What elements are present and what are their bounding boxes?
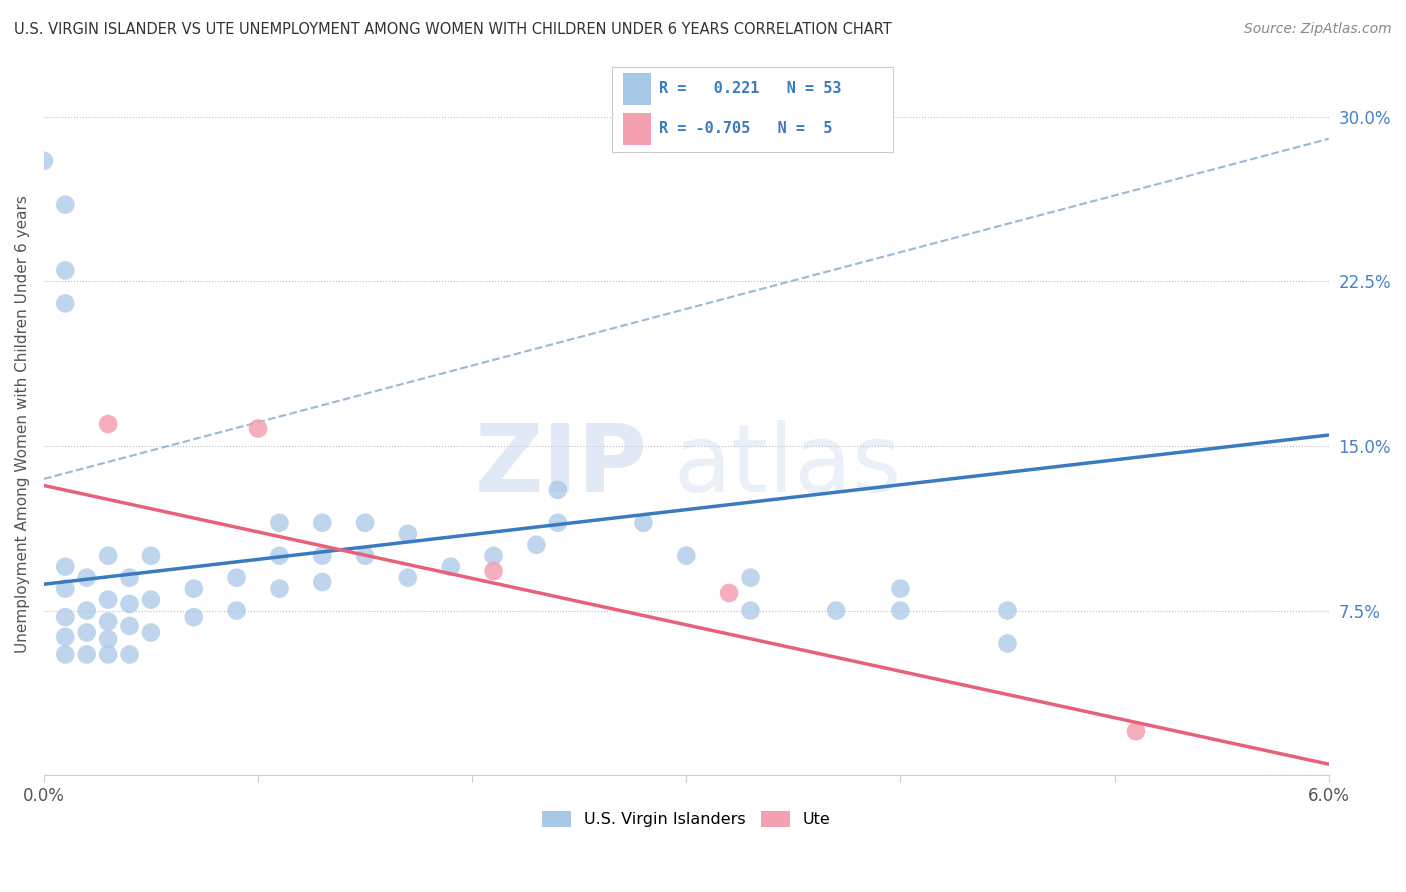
Point: [53, 263, 76, 277]
Point: [889, 603, 911, 617]
Point: [97, 417, 120, 431]
Point: [97, 615, 120, 629]
Point: [118, 571, 141, 585]
Point: [76, 625, 98, 640]
Point: [547, 516, 569, 530]
Point: [524, 538, 547, 552]
Point: [139, 625, 162, 640]
Point: [118, 597, 141, 611]
Bar: [623, 73, 651, 105]
Point: [53, 559, 76, 574]
Point: [311, 516, 333, 530]
Point: [354, 549, 377, 563]
Point: [53, 582, 76, 596]
Point: [53, 648, 76, 662]
Point: [547, 483, 569, 497]
Point: [396, 526, 419, 541]
Text: ZIP: ZIP: [475, 420, 648, 512]
Point: [139, 592, 162, 607]
Point: [675, 549, 697, 563]
Point: [225, 603, 247, 617]
Point: [183, 582, 205, 596]
Legend: U.S. Virgin Islanders, Ute: U.S. Virgin Islanders, Ute: [536, 805, 837, 834]
Point: [118, 648, 141, 662]
Point: [997, 636, 1019, 650]
Point: [354, 516, 377, 530]
Point: [118, 619, 141, 633]
Point: [1125, 724, 1147, 739]
Point: [269, 516, 291, 530]
Point: [311, 549, 333, 563]
Point: [76, 648, 98, 662]
Point: [183, 610, 205, 624]
Point: [97, 632, 120, 646]
Text: R =   0.221   N = 53: R = 0.221 N = 53: [659, 81, 842, 96]
Point: [825, 603, 848, 617]
Point: [740, 571, 762, 585]
Point: [247, 421, 270, 435]
Text: U.S. VIRGIN ISLANDER VS UTE UNEMPLOYMENT AMONG WOMEN WITH CHILDREN UNDER 6 YEARS: U.S. VIRGIN ISLANDER VS UTE UNEMPLOYMENT…: [14, 22, 891, 37]
Point: [139, 549, 162, 563]
Point: [718, 586, 741, 600]
Y-axis label: Unemployment Among Women with Children Under 6 years: Unemployment Among Women with Children U…: [15, 195, 30, 653]
Text: Source: ZipAtlas.com: Source: ZipAtlas.com: [1244, 22, 1392, 37]
Point: [889, 582, 911, 596]
Point: [53, 197, 76, 211]
Point: [440, 559, 463, 574]
Text: atlas: atlas: [673, 420, 901, 512]
Point: [53, 630, 76, 644]
Point: [53, 296, 76, 310]
Point: [482, 549, 505, 563]
Point: [311, 575, 333, 590]
Text: R = -0.705   N =  5: R = -0.705 N = 5: [659, 121, 832, 136]
Point: [396, 571, 419, 585]
Point: [997, 603, 1019, 617]
Point: [76, 571, 98, 585]
Point: [76, 603, 98, 617]
Point: [97, 549, 120, 563]
Point: [633, 516, 655, 530]
Point: [225, 571, 247, 585]
Point: [97, 592, 120, 607]
Point: [740, 603, 762, 617]
Bar: [623, 112, 651, 145]
Point: [482, 564, 505, 578]
Point: [269, 582, 291, 596]
Point: [269, 549, 291, 563]
Point: [53, 610, 76, 624]
Point: [32, 153, 55, 168]
Point: [97, 648, 120, 662]
